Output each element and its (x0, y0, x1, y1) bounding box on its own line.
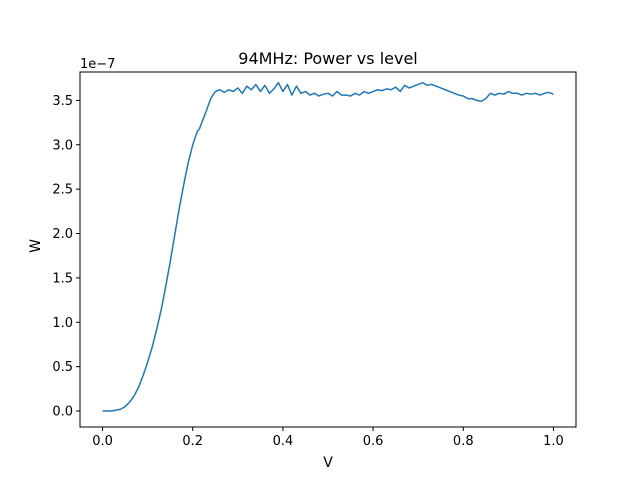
x-axis-label: V (323, 455, 333, 471)
x-axis-ticks: 0.0 0.2 0.4 0.6 0.8 1.0 (92, 427, 564, 449)
x-tick-label: 0.0 (92, 434, 113, 449)
y-tick-label: 2.5 (52, 183, 73, 198)
series-line-0 (102, 81, 554, 412)
x-tick-label: 0.6 (363, 434, 384, 449)
y-tick-label: 3.5 (52, 94, 73, 109)
y-tick-label: 2.0 (52, 227, 73, 242)
y-axis-label: W (28, 239, 44, 253)
x-tick-label: 0.4 (273, 434, 294, 449)
y-axis-multiplier: 1e−7 (80, 57, 115, 72)
y-tick-label: 3.0 (52, 138, 73, 153)
y-axis-ticks: 0.0 0.5 1.0 1.5 2.0 2.5 3.0 3.5 (52, 94, 80, 420)
chart-title: 94MHz: Power vs level (238, 49, 417, 68)
x-tick-label: 0.2 (182, 434, 203, 449)
plot-area (102, 81, 554, 412)
y-tick-label: 1.5 (52, 271, 73, 286)
x-tick-label: 1.0 (543, 434, 564, 449)
plot-frame (79, 71, 577, 428)
y-tick-label: 0.5 (52, 360, 73, 375)
y-tick-label: 0.0 (52, 405, 73, 420)
y-tick-label: 1.0 (52, 316, 73, 331)
x-tick-label: 0.8 (453, 434, 474, 449)
